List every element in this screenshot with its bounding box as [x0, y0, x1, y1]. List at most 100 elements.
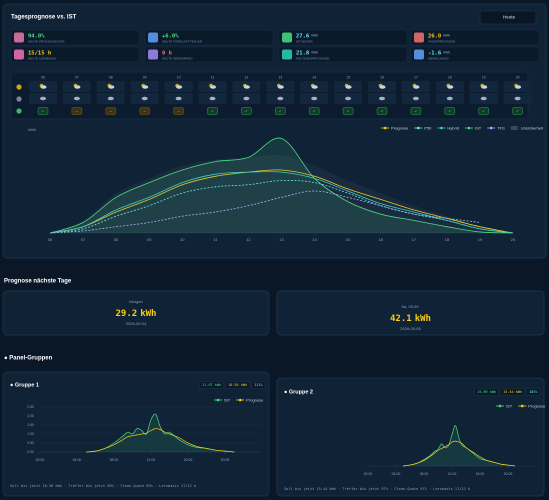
x-tick-label: 19	[478, 237, 483, 242]
weather-cloud	[514, 96, 521, 101]
group-badge	[500, 388, 525, 396]
weather-hour: 07	[75, 75, 79, 79]
kpi-label: ABWEICHUNG	[428, 56, 449, 60]
weather-cloud	[277, 85, 284, 89]
legend-item: Hybrid	[437, 125, 459, 130]
legend-item: IST	[464, 125, 482, 130]
weather-cloud	[345, 85, 352, 89]
x-tick-label: 00:00	[364, 472, 373, 476]
row-icon	[16, 84, 22, 90]
y-tick-label: 2.50	[27, 405, 34, 409]
x-tick-label: 04:00	[392, 472, 401, 476]
kpi-label: IST BISHER	[296, 39, 313, 43]
kpi-tile	[410, 46, 540, 63]
weather-hour: 12	[244, 75, 248, 79]
x-tick-label: 12:00	[448, 472, 457, 476]
group-badge-label: 11.67 kWh	[202, 383, 221, 387]
weather-cloud	[413, 85, 420, 89]
status-label: –	[110, 108, 113, 113]
weather-cloud	[379, 85, 386, 89]
status-badge	[241, 107, 252, 115]
x-tick-label: 00:00	[36, 458, 45, 462]
weather-cloud	[40, 85, 47, 89]
weather-cloud	[73, 96, 80, 101]
kpi-tile	[144, 29, 274, 46]
legend-label: Prognose	[391, 125, 409, 130]
day-select-label[interactable]: Heute	[503, 15, 516, 20]
kpi-unit: kWh	[311, 33, 318, 38]
legend-dot	[489, 126, 493, 130]
weather-cloud	[311, 85, 318, 89]
x-tick-label: 16:00	[476, 472, 485, 476]
day-value: 29.2 kWh	[116, 309, 157, 319]
status-label: ✓	[279, 108, 282, 113]
weather-cloud	[480, 96, 487, 101]
x-tick-label: 08	[114, 237, 119, 242]
kpi-icon	[14, 49, 24, 60]
status-label: ✓	[41, 108, 44, 113]
status-badge	[410, 107, 422, 115]
kpi-value-number: 27.6	[296, 33, 310, 39]
kpi-label: TAGESPROGNOSE	[428, 39, 455, 43]
x-tick-label: 12:00	[147, 458, 156, 462]
status-badge	[478, 107, 489, 115]
weather-hour: 20	[516, 75, 520, 79]
kpi-value-number: 15/15 h	[28, 50, 51, 56]
weather-hour: 08	[109, 75, 113, 79]
status-badge	[444, 107, 455, 115]
x-tick-label: 14	[312, 237, 317, 242]
x-tick-label: 16	[378, 237, 383, 242]
status-label: ✓	[211, 108, 214, 113]
status-label: ✓	[482, 108, 485, 113]
day-select[interactable]	[479, 10, 537, 25]
kpi-value-number: 26.0	[428, 33, 441, 39]
status-label: ✓	[346, 108, 349, 113]
legend-dot	[467, 126, 471, 130]
legend-dot	[416, 126, 420, 130]
x-tick-label: 20:00	[504, 472, 513, 476]
x-tick-label: 20	[511, 237, 516, 242]
status-label: ✓	[414, 108, 417, 113]
group-badge-label: 111%	[254, 383, 263, 387]
kpi-value: 21.8 kWh	[296, 50, 318, 57]
weather-cloud	[175, 96, 182, 101]
series-line	[49, 137, 514, 234]
kpi-value: 26.0 kWh	[428, 33, 450, 40]
status-label: ✓	[313, 108, 316, 113]
kpi-tile	[144, 46, 274, 63]
kpi-tile	[278, 46, 408, 63]
weather-cloud	[243, 96, 250, 101]
section-title: ● Panel-Gruppen	[4, 356, 53, 362]
row-icon	[16, 108, 22, 114]
legend-label: IST	[224, 397, 231, 402]
x-tick-label: 13	[279, 237, 284, 242]
group-badge-label: 103%	[529, 390, 538, 394]
weather-hour: 09	[143, 75, 147, 79]
legend-item: Prognose	[236, 397, 264, 402]
legend-label: IST	[506, 403, 513, 408]
series-line	[49, 179, 514, 234]
legend-label: Unsicherheit	[521, 125, 544, 130]
legend-label: P50	[424, 125, 432, 130]
legend-item: Prognose	[381, 125, 409, 130]
group-badge	[474, 388, 499, 396]
x-tick-label: 07	[81, 237, 86, 242]
weather-hour: 11	[211, 75, 215, 79]
x-tick-label: 16:00	[184, 458, 193, 462]
weather-hour: 19	[482, 75, 486, 79]
section-title: Prognose nächste Tage	[4, 279, 72, 285]
weather-cloud	[107, 96, 114, 101]
legend-dot	[383, 126, 387, 130]
status-label: ✓	[380, 108, 383, 113]
legend-swatch	[510, 126, 518, 130]
x-tick-label: 11	[213, 237, 218, 242]
weather-cloud	[141, 96, 148, 101]
legend-item: IST	[496, 403, 513, 408]
weather-cloud	[447, 85, 454, 89]
legend-item: TFS	[487, 125, 505, 130]
kpi-value: -1.6 kWh	[428, 50, 450, 57]
kpi-value-number: 21.8	[296, 50, 309, 56]
main-card	[2, 3, 547, 259]
